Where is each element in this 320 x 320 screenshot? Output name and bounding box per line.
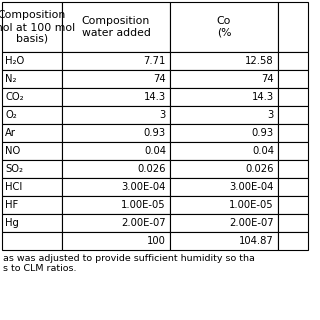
- Text: NO: NO: [5, 146, 20, 156]
- Bar: [170, 232, 278, 250]
- Text: 100: 100: [147, 236, 166, 246]
- Bar: [62, 142, 170, 160]
- Bar: [170, 52, 278, 70]
- Bar: [62, 232, 170, 250]
- Text: 0.93: 0.93: [144, 128, 166, 138]
- Text: 7.71: 7.71: [144, 56, 166, 66]
- Bar: [2, 196, 62, 214]
- Text: 74: 74: [153, 74, 166, 84]
- Text: as was adjusted to provide sufficient humidity so tha: as was adjusted to provide sufficient hu…: [3, 254, 255, 263]
- Text: 3: 3: [268, 110, 274, 120]
- Bar: [62, 2, 170, 52]
- Text: 104.87: 104.87: [239, 236, 274, 246]
- Text: 0.026: 0.026: [138, 164, 166, 174]
- Bar: [170, 196, 278, 214]
- Text: 3.00E-04: 3.00E-04: [122, 182, 166, 192]
- Bar: [278, 124, 308, 142]
- Bar: [62, 88, 170, 106]
- Bar: [278, 142, 308, 160]
- Text: s to CLM ratios.: s to CLM ratios.: [3, 264, 76, 273]
- Bar: [170, 2, 278, 52]
- Bar: [278, 178, 308, 196]
- Bar: [278, 70, 308, 88]
- Text: 14.3: 14.3: [252, 92, 274, 102]
- Bar: [278, 88, 308, 106]
- Text: 0.026: 0.026: [245, 164, 274, 174]
- Text: 3: 3: [160, 110, 166, 120]
- Bar: [278, 2, 308, 52]
- Text: 1.00E-05: 1.00E-05: [229, 200, 274, 210]
- Bar: [62, 106, 170, 124]
- Bar: [170, 88, 278, 106]
- Bar: [2, 106, 62, 124]
- Text: 0.93: 0.93: [252, 128, 274, 138]
- Text: Composition
(mol at 100 mol
basis): Composition (mol at 100 mol basis): [0, 10, 76, 44]
- Bar: [62, 124, 170, 142]
- Bar: [170, 142, 278, 160]
- Text: Composition
water added: Composition water added: [82, 16, 150, 38]
- Bar: [62, 52, 170, 70]
- Text: 3.00E-04: 3.00E-04: [230, 182, 274, 192]
- Bar: [62, 160, 170, 178]
- Text: HCl: HCl: [5, 182, 22, 192]
- Text: O₂: O₂: [5, 110, 17, 120]
- Text: 2.00E-07: 2.00E-07: [229, 218, 274, 228]
- Bar: [2, 2, 62, 52]
- Bar: [2, 178, 62, 196]
- Bar: [170, 70, 278, 88]
- Text: Hg: Hg: [5, 218, 19, 228]
- Bar: [170, 124, 278, 142]
- Bar: [62, 196, 170, 214]
- Bar: [170, 214, 278, 232]
- Bar: [278, 52, 308, 70]
- Text: Ar: Ar: [5, 128, 16, 138]
- Bar: [2, 52, 62, 70]
- Bar: [62, 178, 170, 196]
- Text: 14.3: 14.3: [144, 92, 166, 102]
- Bar: [2, 232, 62, 250]
- Bar: [170, 160, 278, 178]
- Text: 2.00E-07: 2.00E-07: [121, 218, 166, 228]
- Text: Co
(%: Co (%: [217, 16, 231, 38]
- Bar: [2, 142, 62, 160]
- Bar: [278, 214, 308, 232]
- Text: 1.00E-05: 1.00E-05: [121, 200, 166, 210]
- Bar: [170, 178, 278, 196]
- Bar: [2, 160, 62, 178]
- Bar: [170, 106, 278, 124]
- Text: H₂O: H₂O: [5, 56, 24, 66]
- Bar: [278, 232, 308, 250]
- Bar: [278, 106, 308, 124]
- Text: SO₂: SO₂: [5, 164, 23, 174]
- Text: HF: HF: [5, 200, 18, 210]
- Bar: [2, 88, 62, 106]
- Bar: [278, 160, 308, 178]
- Text: CO₂: CO₂: [5, 92, 24, 102]
- Bar: [62, 214, 170, 232]
- Text: 74: 74: [261, 74, 274, 84]
- Bar: [2, 70, 62, 88]
- Bar: [2, 124, 62, 142]
- Text: 12.58: 12.58: [245, 56, 274, 66]
- Bar: [278, 196, 308, 214]
- Bar: [62, 70, 170, 88]
- Text: N₂: N₂: [5, 74, 17, 84]
- Text: 0.04: 0.04: [144, 146, 166, 156]
- Text: 0.04: 0.04: [252, 146, 274, 156]
- Bar: [2, 214, 62, 232]
